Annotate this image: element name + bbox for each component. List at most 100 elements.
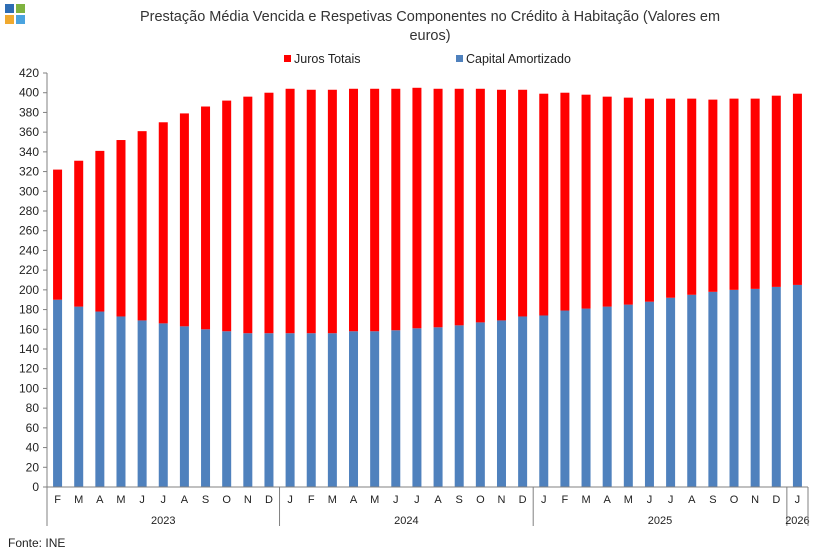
chart-title: Prestação Média Vencida e Respetivas Com… (70, 8, 790, 46)
x-tick-label: D (265, 494, 273, 506)
y-tick-label: 320 (19, 165, 39, 179)
x-tick-label: S (456, 494, 463, 506)
x-tick-label: A (96, 494, 104, 506)
x-tick-label: F (308, 494, 315, 506)
bar-juros-totais (581, 94, 591, 309)
x-tick-label: M (624, 494, 633, 506)
bar-juros-totais (792, 93, 802, 285)
bar-juros-totais (370, 88, 380, 332)
x-tick-label: N (751, 494, 759, 506)
y-tick-label: 200 (19, 283, 39, 297)
source-note: Fonte: INE (8, 536, 66, 550)
y-tick-label: 120 (19, 362, 39, 376)
y-tick-label: 420 (19, 66, 39, 80)
year-label: 2023 (151, 515, 175, 527)
y-tick-label: 360 (19, 125, 39, 139)
bar-capital-amortizado (243, 333, 253, 487)
legend-swatch (284, 55, 291, 62)
bar-capital-amortizado (687, 294, 697, 487)
bar-juros-totais (137, 131, 147, 321)
bar-juros-totais (201, 106, 211, 330)
y-tick-label: 20 (26, 460, 40, 474)
bar-juros-totais (475, 88, 485, 323)
y-tick-label: 100 (19, 381, 39, 395)
bar-capital-amortizado (53, 299, 63, 487)
x-tick-label: J (139, 494, 145, 506)
x-tick-label: A (434, 494, 442, 506)
x-tick-label: J (161, 494, 167, 506)
bar-capital-amortizado (581, 308, 591, 487)
bar-capital-amortizado (708, 291, 718, 487)
x-tick-label: M (328, 494, 337, 506)
bar-capital-amortizado (370, 331, 380, 487)
bar-juros-totais (74, 160, 84, 307)
x-tick-label: O (222, 494, 231, 506)
bar-capital-amortizado (792, 284, 802, 487)
bar-juros-totais (539, 93, 549, 316)
bar-capital-amortizado (137, 320, 147, 487)
x-tick-label: J (668, 494, 674, 506)
x-tick-label: S (709, 494, 716, 506)
x-tick-label: D (519, 494, 527, 506)
ine-logo-icon (5, 4, 25, 24)
x-tick-label: J (393, 494, 399, 506)
x-tick-label: J (414, 494, 420, 506)
bar-capital-amortizado (666, 297, 676, 487)
x-tick-label: J (647, 494, 653, 506)
y-tick-label: 300 (19, 184, 39, 198)
bar-juros-totais (327, 89, 337, 334)
bar-juros-totais (243, 96, 253, 334)
bar-juros-totais (179, 113, 189, 327)
bar-juros-totais (560, 92, 570, 311)
bar-capital-amortizado (412, 328, 422, 487)
bar-juros-totais (412, 87, 422, 329)
y-tick-label: 240 (19, 243, 39, 257)
x-tick-label: J (287, 494, 293, 506)
x-tick-label: A (604, 494, 612, 506)
bar-capital-amortizado (116, 316, 126, 487)
bar-juros-totais (666, 98, 676, 298)
y-tick-label: 280 (19, 204, 39, 218)
y-tick-label: 340 (19, 145, 39, 159)
bar-capital-amortizado (602, 306, 612, 487)
y-tick-label: 380 (19, 105, 39, 119)
x-tick-label: A (688, 494, 696, 506)
bar-juros-totais (518, 89, 528, 317)
bar-capital-amortizado (74, 306, 84, 487)
bar-capital-amortizado (327, 333, 337, 487)
x-tick-label: M (116, 494, 125, 506)
bar-juros-totais (771, 95, 781, 287)
y-tick-label: 180 (19, 303, 39, 317)
legend-swatch (456, 55, 463, 62)
bar-juros-totais (53, 169, 63, 300)
x-tick-label: J (541, 494, 547, 506)
bar-juros-totais (95, 150, 105, 312)
bar-capital-amortizado (349, 331, 359, 487)
bar-juros-totais (264, 92, 274, 334)
y-tick-label: 260 (19, 224, 39, 238)
bar-capital-amortizado (285, 333, 295, 487)
bar-capital-amortizado (623, 304, 633, 487)
bar-capital-amortizado (391, 330, 401, 487)
bar-juros-totais (729, 98, 739, 290)
bar-juros-totais (222, 100, 232, 332)
y-tick-label: 40 (26, 441, 40, 455)
bar-juros-totais (349, 88, 359, 332)
bar-juros-totais (158, 122, 168, 324)
bar-capital-amortizado (771, 286, 781, 487)
x-tick-label: S (202, 494, 209, 506)
bar-capital-amortizado (222, 331, 232, 487)
bar-capital-amortizado (201, 329, 211, 487)
bar-juros-totais (391, 88, 401, 331)
y-tick-label: 140 (19, 342, 39, 356)
bar-juros-totais (687, 98, 697, 295)
x-tick-label: M (581, 494, 590, 506)
bar-capital-amortizado (644, 301, 654, 487)
bar-capital-amortizado (264, 333, 274, 487)
bar-capital-amortizado (95, 311, 105, 487)
legend-label: Juros Totais (294, 52, 360, 66)
bar-juros-totais (644, 98, 654, 302)
x-tick-label: D (772, 494, 780, 506)
x-tick-label: A (181, 494, 189, 506)
x-tick-label: M (74, 494, 83, 506)
